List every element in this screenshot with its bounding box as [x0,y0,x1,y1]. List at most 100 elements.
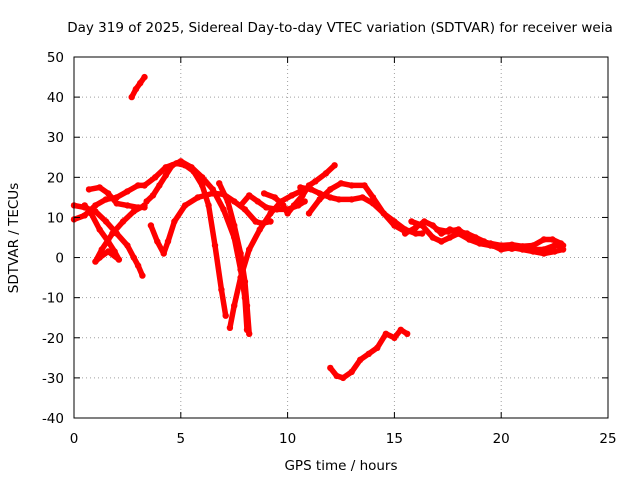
data-point [284,210,290,216]
data-point [291,202,297,208]
data-point [99,246,105,252]
data-point [92,258,98,264]
data-point [220,206,226,212]
series-arc-14 [306,180,409,235]
data-point [252,218,258,224]
data-point [509,242,515,248]
data-point [188,164,194,170]
y-tick-label: 30 [47,130,64,146]
data-point [299,192,305,198]
data-point [327,365,333,371]
data-point [455,226,461,232]
data-point [246,331,252,337]
data-point [541,236,547,242]
data-point [143,198,149,204]
y-tick-label: 0 [55,251,64,267]
data-point [225,198,231,204]
x-tick-label: 20 [493,431,510,447]
data-point [86,186,92,192]
data-point [150,192,156,198]
data-point [246,192,252,198]
data-point [530,242,536,248]
data-point [231,222,237,228]
y-tick-label: 10 [47,210,64,226]
data-point [82,202,88,208]
data-point [120,218,126,224]
chart-title: Day 319 of 2025, Sidereal Day-to-day VTE… [67,20,613,36]
data-point [445,228,451,234]
data-point [361,182,367,188]
data-point [152,174,158,180]
data-point [216,180,222,186]
data-point [182,202,188,208]
data-point [549,236,555,242]
data-point [124,202,130,208]
data-point [171,218,177,224]
data-point [212,242,218,248]
x-tick-label: 5 [177,431,186,447]
data-point [297,184,303,190]
data-point [334,373,340,379]
data-point [163,172,169,178]
data-point [289,192,295,198]
data-point [272,194,278,200]
data-point [227,325,233,331]
data-point [109,230,115,236]
data-point [105,238,111,244]
data-point [124,242,130,248]
y-tick-label: 20 [47,170,64,186]
data-point [366,351,372,357]
data-point [154,238,160,244]
data-point [105,190,111,196]
data-point [498,242,504,248]
data-point [338,180,344,186]
data-point [161,250,167,256]
data-point [96,226,102,232]
data-point [359,194,365,200]
data-point [139,272,145,278]
x-tick-label: 0 [70,431,79,447]
data-point [316,196,322,202]
data-point [148,222,154,228]
data-point [408,218,414,224]
data-point [133,86,139,92]
x-tick-label: 25 [599,431,616,447]
data-point [434,226,440,232]
data-point [261,190,267,196]
data-point [466,234,472,240]
data-point [111,248,117,254]
data-point [419,222,425,228]
data-point [135,262,141,268]
data-point [156,182,162,188]
data-point [255,198,261,204]
data-point [165,238,171,244]
data-point [381,210,387,216]
data-point [124,188,130,194]
data-point [340,375,346,381]
y-tick-label: -30 [42,371,64,387]
data-point [391,222,397,228]
data-point [558,240,564,246]
data-point [312,178,318,184]
y-tick-label: -20 [42,331,64,347]
data-point [487,240,493,246]
data-point [336,196,342,202]
data-point [114,200,120,206]
sdtvar-chart: Day 319 of 2025, Sidereal Day-to-day VTE… [0,0,640,480]
y-axis-label: SDTVAR / TECUs [6,183,22,293]
data-point [141,182,147,188]
data-point [231,198,237,204]
x-tick-label: 15 [386,431,403,447]
data-point [374,345,380,351]
data-point [195,194,201,200]
data-point [430,234,436,240]
data-point [129,94,135,100]
data-point [92,202,98,208]
data-point [541,246,547,252]
x-axis-label: GPS time / hours [284,458,397,474]
data-point [349,369,355,375]
data-point [246,246,252,252]
data-point [223,313,229,319]
data-point [274,206,280,212]
series-arc-4 [82,202,148,265]
